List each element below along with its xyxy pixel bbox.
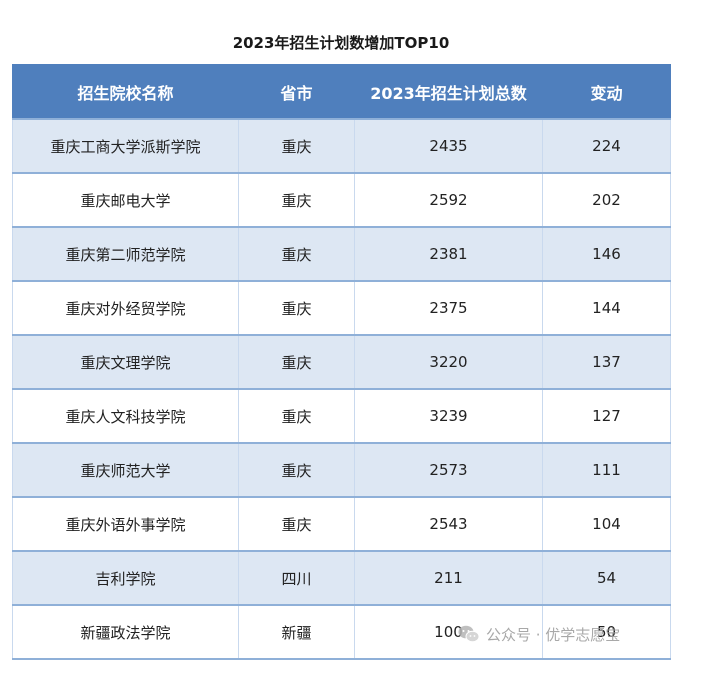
cell-change: 111 (542, 442, 671, 497)
header-plan-total: 2023年招生计划总数 (354, 64, 543, 120)
cell-school-name: 重庆师范大学 (12, 442, 239, 497)
cell-plan-total: 211 (354, 550, 543, 605)
cell-school-name: 重庆外语外事学院 (12, 496, 239, 551)
table-row: 重庆文理学院 重庆 3220 137 (12, 334, 671, 389)
cell-plan-total: 2435 (354, 118, 543, 173)
table-row: 重庆对外经贸学院 重庆 2375 144 (12, 280, 671, 335)
table-row: 重庆人文科技学院 重庆 3239 127 (12, 388, 671, 443)
cell-province: 四川 (238, 550, 355, 605)
watermark-text: 公众号 · 优学志愿宝 (486, 625, 621, 644)
cell-province: 新疆 (238, 604, 355, 660)
cell-province: 重庆 (238, 172, 355, 227)
cell-school-name: 重庆邮电大学 (12, 172, 239, 227)
cell-change: 144 (542, 280, 671, 335)
header-school-name: 招生院校名称 (12, 64, 239, 120)
cell-province: 重庆 (238, 118, 355, 173)
wechat-icon (458, 625, 480, 643)
cell-province: 重庆 (238, 226, 355, 281)
cell-plan-total: 3220 (354, 334, 543, 389)
cell-change: 146 (542, 226, 671, 281)
header-province: 省市 (238, 64, 355, 120)
cell-change: 54 (542, 550, 671, 605)
header-change: 变动 (542, 64, 671, 120)
cell-plan-total: 2375 (354, 280, 543, 335)
cell-school-name: 重庆第二师范学院 (12, 226, 239, 281)
cell-province: 重庆 (238, 496, 355, 551)
cell-change: 224 (542, 118, 671, 173)
cell-school-name: 重庆工商大学派斯学院 (12, 118, 239, 173)
cell-school-name: 重庆对外经贸学院 (12, 280, 239, 335)
cell-plan-total: 100 (354, 604, 543, 660)
cell-change: 137 (542, 334, 671, 389)
table-row: 重庆邮电大学 重庆 2592 202 (12, 172, 671, 227)
watermark: 公众号 · 优学志愿宝 (458, 622, 620, 646)
cell-plan-total: 2592 (354, 172, 543, 227)
cell-school-name: 新疆政法学院 (12, 604, 239, 660)
cell-change: 50 (542, 604, 671, 660)
cell-change: 104 (542, 496, 671, 551)
cell-school-name: 重庆人文科技学院 (12, 388, 239, 443)
table-row: 新疆政法学院 新疆 100 50 (12, 604, 671, 660)
cell-school-name: 重庆文理学院 (12, 334, 239, 389)
cell-plan-total: 2381 (354, 226, 543, 281)
cell-school-name: 吉利学院 (12, 550, 239, 605)
table-row: 重庆工商大学派斯学院 重庆 2435 224 (12, 118, 671, 173)
cell-plan-total: 3239 (354, 388, 543, 443)
cell-province: 重庆 (238, 280, 355, 335)
cell-province: 重庆 (238, 334, 355, 389)
cell-plan-total: 2543 (354, 496, 543, 551)
table-row: 吉利学院 四川 211 54 (12, 550, 671, 605)
table-row: 重庆师范大学 重庆 2573 111 (12, 442, 671, 497)
top10-table: 招生院校名称 省市 2023年招生计划总数 变动 重庆工商大学派斯学院 重庆 243… (12, 64, 671, 660)
table-header-row: 招生院校名称 省市 2023年招生计划总数 变动 (12, 64, 671, 120)
cell-province: 重庆 (238, 388, 355, 443)
table-row: 重庆外语外事学院 重庆 2543 104 (12, 496, 671, 551)
cell-plan-total: 2573 (354, 442, 543, 497)
page-title: 2023年招生计划数增加TOP10 (232, 34, 450, 52)
cell-province: 重庆 (238, 442, 355, 497)
cell-change: 127 (542, 388, 671, 443)
cell-change: 202 (542, 172, 671, 227)
table-row: 重庆第二师范学院 重庆 2381 146 (12, 226, 671, 281)
